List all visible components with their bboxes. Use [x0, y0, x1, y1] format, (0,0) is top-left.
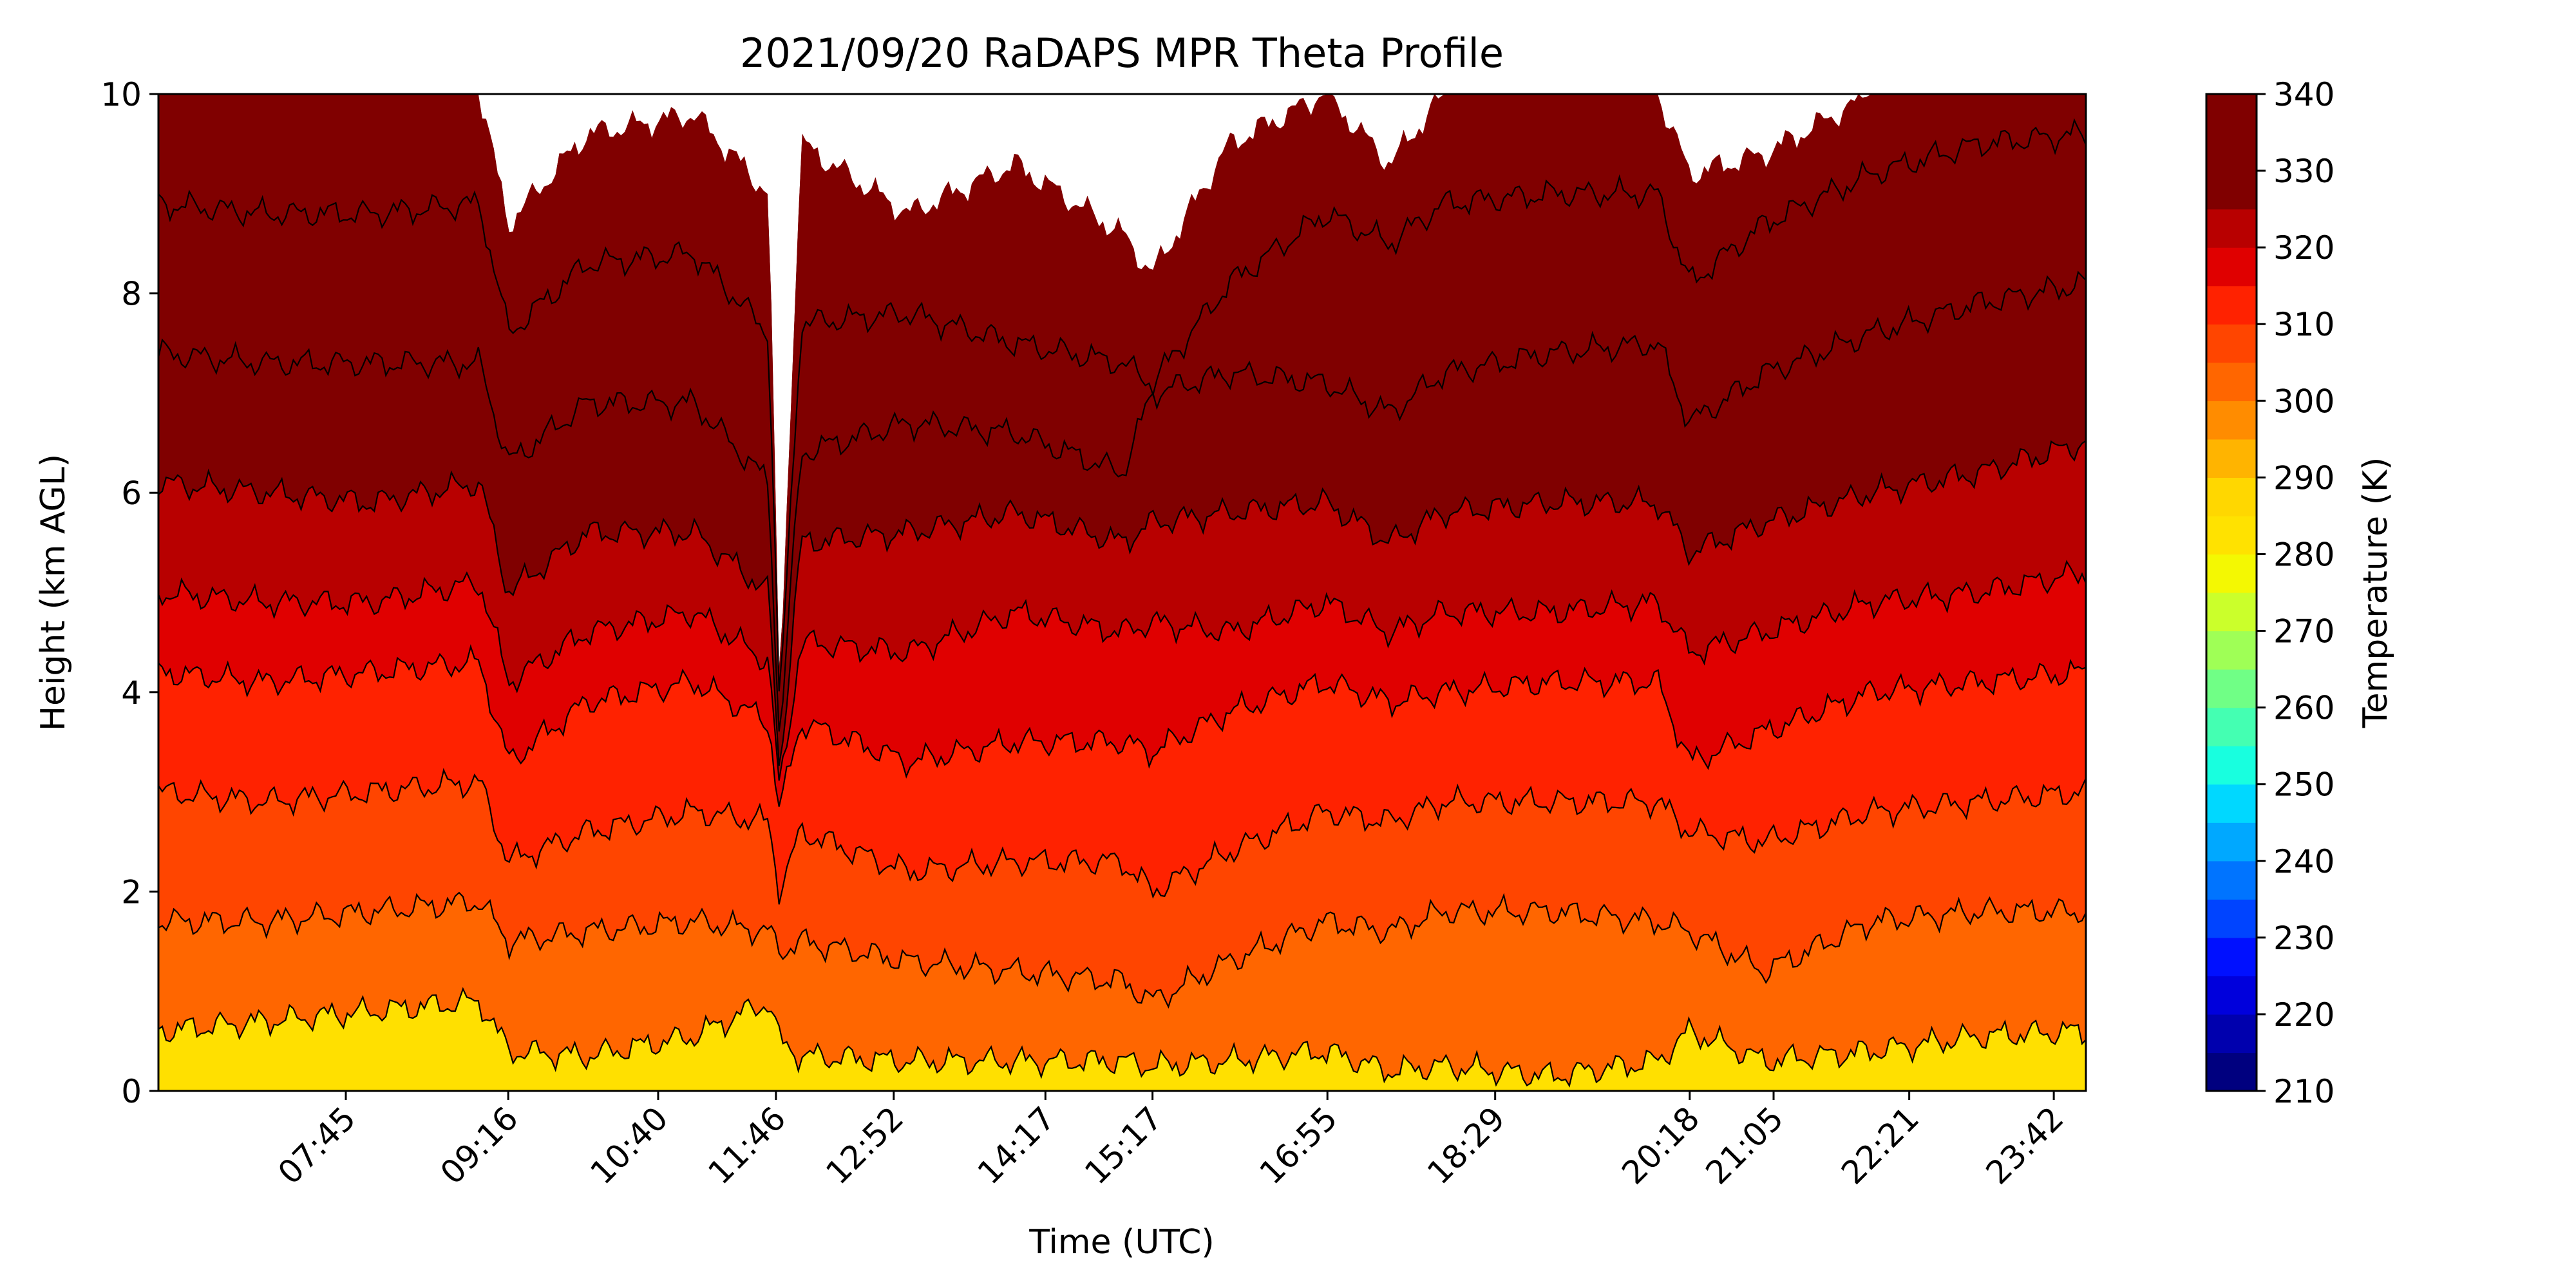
y-axis-label: Height (km AGL): [34, 454, 73, 731]
colorbar-tick-label: 330: [2273, 153, 2334, 190]
colorbar-segment: [2206, 477, 2257, 516]
colorbar-segment: [2206, 247, 2257, 287]
y-tick-label: 10: [100, 76, 142, 113]
colorbar-segment: [2206, 976, 2257, 1015]
filled-contour-bands: [158, 94, 2086, 1091]
contour-line: [158, 560, 2086, 781]
colorbar-tick-label: 310: [2273, 306, 2334, 343]
colorbar-tick-label: 210: [2273, 1073, 2334, 1110]
colorbar-tick-label: 230: [2273, 920, 2334, 957]
colorbar-segment: [2206, 439, 2257, 478]
colorbar-tick-label: 260: [2273, 690, 2334, 727]
contour-line: [158, 891, 2086, 1009]
contour-band: [158, 120, 2086, 732]
colorbar-segment: [2206, 669, 2257, 708]
colorbar-tick-label: 340: [2273, 76, 2334, 113]
plot-frame: [157, 93, 2087, 1092]
colorbar-segment: [2206, 1014, 2257, 1054]
colorbar-segment: [2206, 860, 2257, 900]
colorbar-segment: [2206, 171, 2257, 210]
colorbar-tick-label: 240: [2273, 843, 2334, 880]
y-tick-label: 4: [121, 674, 142, 712]
contour-band: [158, 893, 2086, 1086]
colorbar-tick-label: 220: [2273, 996, 2334, 1034]
colorbar-frame: [2205, 93, 2258, 1092]
y-tick-label: 0: [121, 1073, 142, 1110]
colorbar-tick-label: 290: [2273, 459, 2334, 497]
colorbar-tick-label: 270: [2273, 613, 2334, 650]
contour-band: [158, 562, 2086, 807]
colorbar-segment: [2206, 324, 2257, 363]
colorbar-segment: [2206, 592, 2257, 632]
colorbar-segment: [2206, 515, 2257, 555]
contour-line: [158, 440, 2086, 766]
colorbar: 210 220 230 240 250 260 270 280 290 300 310 320 330 3…: [2206, 76, 2334, 1110]
colorbar-segment: [2206, 630, 2257, 670]
plot-area: [158, 94, 2086, 1091]
colorbar-segment: [2206, 209, 2257, 248]
colorbar-segment: [2206, 822, 2257, 862]
colorbar-segment: [2206, 899, 2257, 938]
chart-title: 2021/09/20 RaDAPS MPR Theta Profile: [740, 30, 1504, 77]
contour-line: [158, 768, 2086, 905]
colorbar-segment: [2206, 554, 2257, 593]
colorbar-segment: [2206, 132, 2257, 171]
y-tick-label: 8: [121, 276, 142, 313]
contour-band: [158, 770, 2086, 1007]
contour-line: [158, 270, 2086, 732]
contour-line: [158, 987, 2086, 1088]
colorbar-segment: [2206, 401, 2257, 440]
colorbar-label: Temperature (K): [2356, 457, 2395, 729]
contour-band: [158, 94, 2086, 692]
contour-band: [158, 989, 2086, 1091]
contour-band: [158, 647, 2086, 905]
contour-line: [158, 644, 2086, 807]
colorbar-segment: [2206, 707, 2257, 746]
colorbar-tick-label: 280: [2273, 536, 2334, 573]
colorbar-segment: [2206, 1052, 2257, 1092]
colorbar-tick-label: 250: [2273, 766, 2334, 804]
colorbar-segment: [2206, 937, 2257, 976]
x-axis-label: Time (UTC): [1028, 1223, 1214, 1262]
y-axis: 0 2 4 6 8 10: [100, 76, 158, 1110]
colorbar-segment: [2206, 362, 2257, 401]
colorbar-segment: [2206, 94, 2257, 133]
colorbar-tick-label: 320: [2273, 229, 2334, 267]
contour-lines: [158, 118, 2086, 1088]
y-tick-label: 6: [121, 475, 142, 512]
contour-line: [158, 118, 2086, 692]
colorbar-tick-label: 300: [2273, 383, 2334, 420]
colorbar-segment: [2206, 784, 2257, 823]
y-tick-label: 2: [121, 873, 142, 911]
contour-band: [158, 440, 2086, 781]
colorbar-segment: [2206, 746, 2257, 785]
contour-band: [158, 272, 2086, 766]
colorbar-segment: [2206, 285, 2257, 325]
